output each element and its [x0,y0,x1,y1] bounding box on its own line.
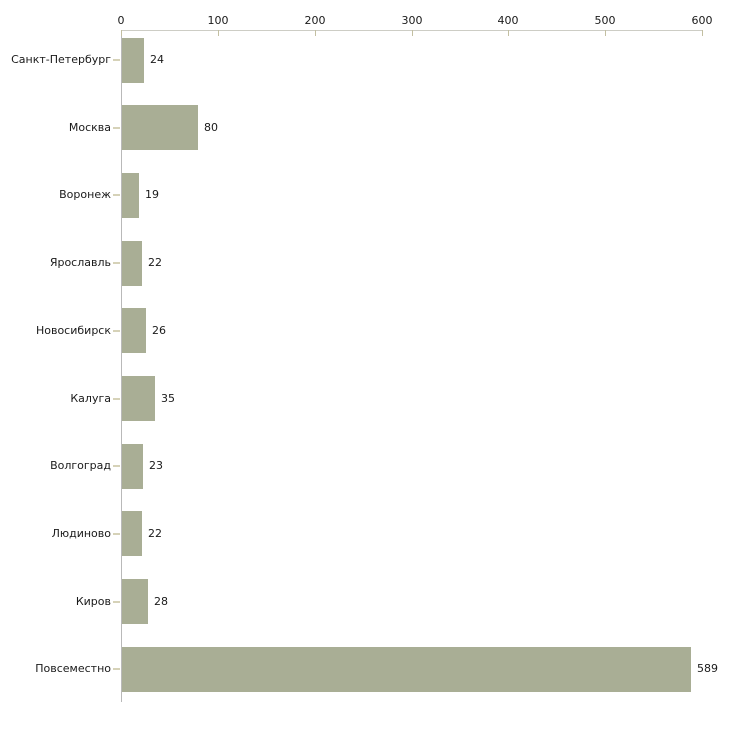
x-tick-label: 0 [117,14,125,27]
value-label: 589 [697,662,718,675]
value-label: 80 [204,121,218,134]
category-label: Ярославль [49,256,111,269]
category-tick-mark [113,601,120,603]
category-tick-mark [113,533,120,535]
value-label: 19 [145,188,159,201]
bar [122,647,691,692]
category-tick-mark [113,465,120,467]
value-label: 22 [148,527,162,540]
category-label: Калуга [70,392,111,405]
x-tick-mark [121,30,122,36]
bar [122,376,155,421]
bar [122,579,148,624]
category-label: Киров [75,595,111,608]
category-tick-mark [113,668,120,670]
x-tick-label: 200 [304,14,326,27]
bar [122,105,198,150]
category-label: Санкт-Петербург [11,53,111,66]
category-tick-mark [113,330,120,332]
category-label: Воронеж [59,188,111,201]
category-tick-mark [113,262,120,264]
category-label: Людиново [51,527,111,540]
value-label: 23 [149,459,163,472]
x-tick-label: 600 [691,14,713,27]
value-label: 28 [154,595,168,608]
x-tick-mark [412,30,413,36]
category-tick-mark [113,194,120,196]
category-label: Волгоград [50,459,111,472]
x-tick-mark [315,30,316,36]
bar [122,308,146,353]
value-label: 26 [152,324,166,337]
value-label: 35 [161,392,175,405]
bar [122,444,143,489]
category-tick-mark [113,59,120,61]
category-tick-mark [113,127,120,129]
x-tick-label: 500 [594,14,616,27]
category-label: Новосибирск [35,324,111,337]
x-tick-mark [702,30,703,36]
x-tick-label: 100 [207,14,229,27]
bar [122,511,142,556]
x-tick-label: 300 [401,14,423,27]
category-label: Повсеместно [35,662,111,675]
bar [122,173,139,218]
x-tick-mark [605,30,606,36]
category-tick-mark [113,398,120,400]
value-label: 24 [150,53,164,66]
value-label: 22 [148,256,162,269]
x-tick-mark [508,30,509,36]
y-axis-line [121,30,122,702]
bar [122,38,144,83]
x-tick-label: 400 [497,14,519,27]
x-tick-mark [218,30,219,36]
category-label: Москва [68,121,111,134]
bar [122,241,142,286]
